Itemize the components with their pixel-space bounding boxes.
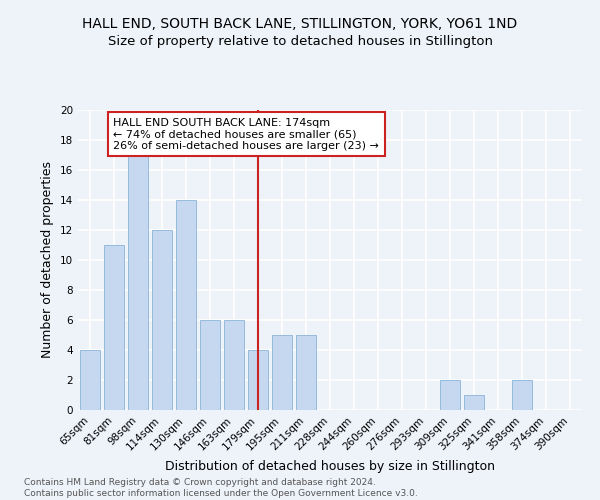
Bar	[200, 320, 220, 410]
Bar	[128, 155, 148, 410]
Bar	[248, 350, 268, 410]
X-axis label: Distribution of detached houses by size in Stillington: Distribution of detached houses by size …	[165, 460, 495, 473]
Text: HALL END SOUTH BACK LANE: 174sqm
← 74% of detached houses are smaller (65)
26% o: HALL END SOUTH BACK LANE: 174sqm ← 74% o…	[113, 118, 379, 150]
Bar	[152, 230, 172, 410]
Bar	[104, 245, 124, 410]
Bar	[80, 350, 100, 410]
Text: HALL END, SOUTH BACK LANE, STILLINGTON, YORK, YO61 1ND: HALL END, SOUTH BACK LANE, STILLINGTON, …	[82, 18, 518, 32]
Bar	[440, 380, 460, 410]
Bar	[296, 335, 316, 410]
Text: Size of property relative to detached houses in Stillington: Size of property relative to detached ho…	[107, 35, 493, 48]
Bar	[272, 335, 292, 410]
Bar	[224, 320, 244, 410]
Bar	[176, 200, 196, 410]
Bar	[464, 395, 484, 410]
Text: Contains HM Land Registry data © Crown copyright and database right 2024.
Contai: Contains HM Land Registry data © Crown c…	[24, 478, 418, 498]
Bar	[512, 380, 532, 410]
Y-axis label: Number of detached properties: Number of detached properties	[41, 162, 55, 358]
